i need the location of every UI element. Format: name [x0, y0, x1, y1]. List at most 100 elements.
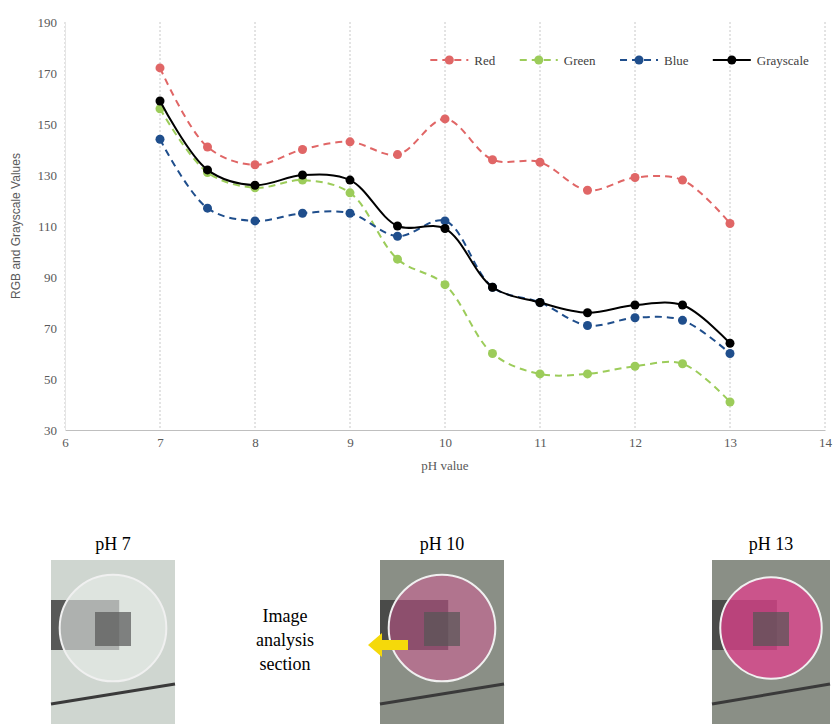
legend-item: Red	[430, 53, 495, 68]
marks	[156, 63, 735, 406]
data-point	[488, 283, 497, 292]
chart-svg: 6789101112131430507090110130150170190pH …	[0, 0, 839, 727]
photo-label: pH 10	[420, 534, 465, 554]
legend-label: Red	[474, 53, 495, 68]
y-tick: 110	[38, 219, 65, 234]
grid-line	[350, 22, 351, 430]
data-point	[678, 301, 687, 310]
series-markers	[156, 135, 735, 358]
data-point	[631, 173, 640, 182]
data-point	[251, 160, 260, 169]
data-point	[393, 150, 402, 159]
data-point	[393, 255, 402, 264]
data-point	[488, 155, 497, 164]
data-point	[393, 232, 402, 241]
data-point	[298, 145, 307, 154]
x-tick: 8	[252, 430, 259, 450]
data-point	[156, 63, 165, 72]
grid-line	[160, 22, 161, 430]
data-point	[488, 349, 497, 358]
data-point	[346, 137, 355, 146]
photo-pad	[753, 612, 789, 646]
legend-label: Green	[564, 53, 596, 68]
legend-label: Grayscale	[757, 53, 809, 68]
sample-photo	[712, 560, 830, 724]
data-point	[203, 204, 212, 213]
data-point	[631, 362, 640, 371]
x-tick-label: 12	[629, 435, 642, 450]
x-tick-label: 11	[534, 435, 547, 450]
data-point	[583, 308, 592, 317]
data-point	[393, 222, 402, 231]
y-tick-label: 150	[38, 117, 58, 132]
photos	[51, 560, 830, 724]
annotation-line: analysis	[256, 630, 314, 650]
photo-droplet	[60, 575, 167, 682]
y-tick: 150	[38, 117, 66, 132]
legend-swatch-marker	[727, 56, 736, 65]
photo-trace	[380, 684, 504, 704]
x-tick-label: 13	[724, 435, 737, 450]
x-tick-label: 8	[252, 435, 259, 450]
data-point	[536, 369, 545, 378]
y-tick: 90	[44, 270, 65, 285]
legend-item: Grayscale	[713, 53, 809, 68]
series-line	[160, 68, 730, 224]
x-tick: 14	[819, 430, 833, 450]
data-point	[678, 359, 687, 368]
annotation-line: Image	[263, 606, 308, 626]
legend-swatch-marker	[534, 56, 543, 65]
series-markers	[156, 97, 735, 348]
y-tick-label: 70	[44, 321, 57, 336]
grid-line	[255, 22, 256, 430]
y-tick: 170	[38, 66, 66, 81]
x-tick-label: 6	[62, 435, 69, 450]
photo-background	[712, 560, 830, 724]
data-point	[631, 301, 640, 310]
data-point	[441, 114, 450, 123]
x-tick-label: 7	[157, 435, 164, 450]
photo-trace	[712, 684, 830, 704]
data-point	[346, 188, 355, 197]
data-point	[441, 224, 450, 233]
data-point	[726, 397, 735, 406]
x-tick-label: 10	[439, 435, 452, 450]
data-point	[251, 216, 260, 225]
x-tick: 12	[629, 430, 642, 450]
legend-item: Green	[520, 53, 596, 68]
y-tick: 30	[44, 423, 65, 438]
x-tick: 13	[724, 430, 737, 450]
series-line	[160, 101, 730, 343]
data-point	[298, 171, 307, 180]
y-tick-label: 190	[38, 15, 58, 30]
photo-label: pH 13	[749, 534, 794, 554]
y-tick-label: 30	[44, 423, 57, 438]
data-point	[251, 181, 260, 190]
data-point	[583, 321, 592, 330]
data-point	[726, 349, 735, 358]
grid-line	[540, 22, 541, 430]
annotation-line: section	[260, 654, 311, 674]
y-tick: 50	[44, 372, 65, 387]
data-point	[678, 316, 687, 325]
data-point	[726, 339, 735, 348]
photo-pad	[424, 612, 460, 646]
data-point	[346, 209, 355, 218]
photo-pad	[95, 612, 131, 646]
y-tick-label: 50	[44, 372, 57, 387]
y-axis-title: RGB and Grayscale Values	[9, 153, 23, 299]
data-point	[583, 369, 592, 378]
photo-label: pH 7	[95, 534, 131, 554]
y-axis: 30507090110130150170190	[38, 15, 66, 438]
x-tick-label: 14	[819, 435, 833, 450]
grid-line	[65, 22, 66, 430]
x-tick-label: 9	[347, 435, 354, 450]
data-point	[298, 209, 307, 218]
series-line	[160, 109, 730, 402]
data-point	[583, 186, 592, 195]
data-point	[156, 97, 165, 106]
data-point	[726, 219, 735, 228]
y-tick: 70	[44, 321, 65, 336]
data-point	[631, 313, 640, 322]
x-axis-title: pH value	[421, 458, 469, 473]
